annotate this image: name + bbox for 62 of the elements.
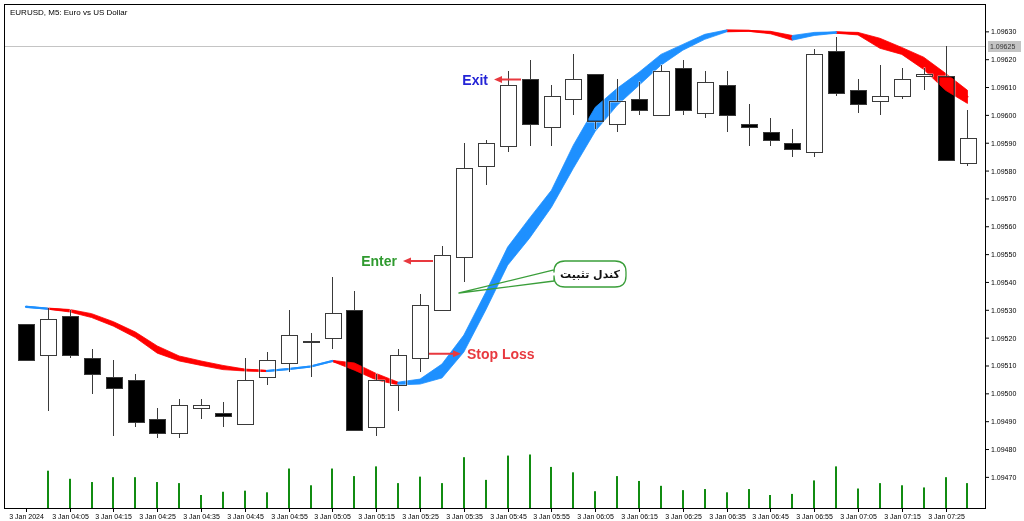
- annotation: کندل تثبیت: [560, 267, 621, 281]
- bar: [178, 483, 180, 509]
- bar: [310, 485, 312, 509]
- bar: [791, 493, 793, 509]
- bar: [594, 491, 596, 509]
- bar: [419, 476, 421, 509]
- bar: [616, 476, 618, 509]
- candlestick: [478, 139, 495, 186]
- bar: [704, 489, 706, 509]
- bar: [529, 454, 531, 509]
- bar: [463, 457, 465, 509]
- bar: [266, 492, 268, 509]
- bar: [769, 495, 771, 509]
- bar: [441, 483, 443, 509]
- bar: [945, 477, 947, 509]
- bar: [288, 468, 290, 509]
- annotation: Stop Loss: [466, 345, 535, 362]
- candlestick: [215, 401, 232, 428]
- bar: [726, 492, 728, 509]
- bar: [375, 466, 377, 509]
- bar: [813, 480, 815, 509]
- candlestick: [872, 64, 889, 116]
- candlestick: [193, 398, 210, 420]
- bar: [331, 468, 333, 509]
- bar: [507, 455, 509, 509]
- bar: [682, 490, 684, 509]
- candlestick: [850, 78, 867, 114]
- bar: [200, 495, 202, 509]
- bar: [923, 487, 925, 509]
- candlestick: [894, 67, 911, 100]
- bar: [353, 476, 355, 509]
- bar: [857, 488, 859, 509]
- bar: [638, 480, 640, 509]
- candlestick: [303, 332, 320, 378]
- bar: [901, 485, 903, 509]
- bar: [222, 491, 224, 509]
- bar: [835, 466, 837, 509]
- bar: [69, 478, 71, 509]
- bar: [550, 466, 552, 509]
- candlestick: [149, 407, 166, 439]
- bar: [244, 490, 246, 509]
- bar: [156, 482, 158, 509]
- bar: [485, 479, 487, 509]
- bar: [966, 483, 968, 509]
- bar: [572, 472, 574, 509]
- bar: [112, 477, 114, 509]
- bar: [91, 482, 93, 509]
- annotation: Exit: [462, 71, 489, 88]
- candlestick: [741, 103, 758, 147]
- annotation: Enter: [361, 253, 398, 270]
- bar: [397, 483, 399, 509]
- candlestick: [784, 128, 801, 158]
- bar: [660, 485, 662, 509]
- bar: [134, 477, 136, 509]
- candlestick: [565, 53, 582, 116]
- candlestick: [84, 348, 101, 395]
- candlestick: [106, 359, 123, 437]
- bar: [47, 470, 49, 509]
- bar: [879, 483, 881, 509]
- bar: [748, 489, 750, 509]
- candlestick: [763, 117, 780, 147]
- text: EURUSD, M5: Euro vs US Dollar: [10, 8, 128, 17]
